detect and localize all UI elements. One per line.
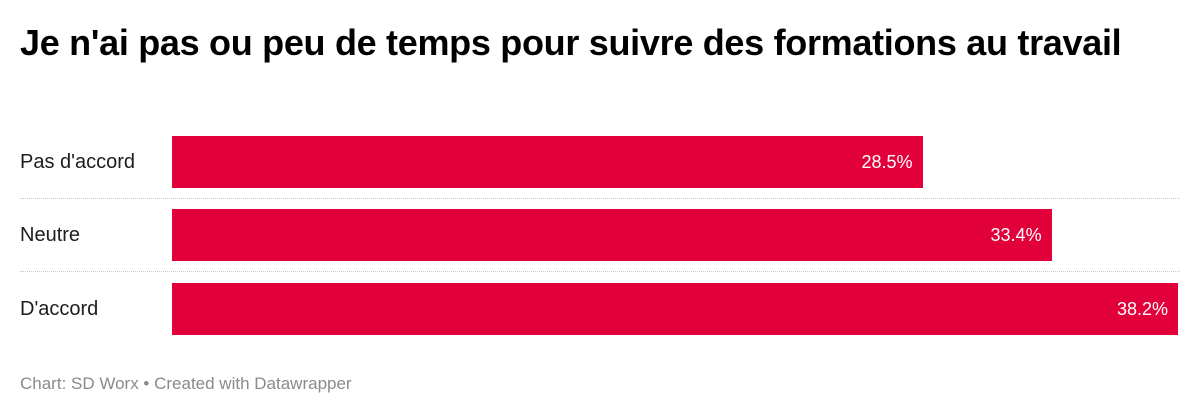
category-label: D'accord xyxy=(20,298,99,320)
bar: 28.5% xyxy=(172,136,923,188)
bar: 38.2% xyxy=(172,283,1178,335)
category-label: Neutre xyxy=(20,224,81,246)
category-label: Pas d'accord xyxy=(20,151,135,173)
row-divider xyxy=(20,271,1180,272)
bar-row-neutre: Neutre 33.4% xyxy=(20,209,1180,261)
chart-title: Je n'ai pas ou peu de temps pour suivre … xyxy=(20,22,1122,63)
value-label: 28.5% xyxy=(861,152,913,172)
bar-row-pas-d-accord: Pas d'accord 28.5% xyxy=(20,136,1180,188)
chart-footer: Chart: SD Worx • Created with Datawrappe… xyxy=(20,374,352,393)
value-label: 33.4% xyxy=(990,225,1042,245)
value-label: 38.2% xyxy=(1116,299,1168,319)
bar-row-d-accord: D'accord 38.2% xyxy=(20,283,1180,335)
row-divider xyxy=(20,198,1180,199)
bar: 33.4% xyxy=(172,209,1052,261)
